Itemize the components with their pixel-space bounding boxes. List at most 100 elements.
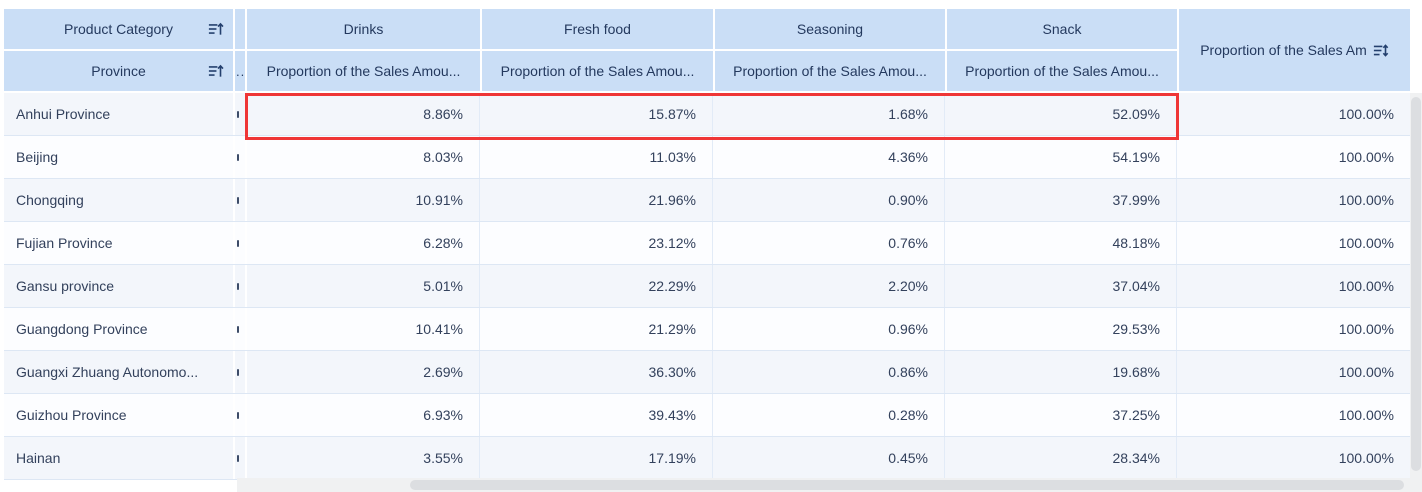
subheader-snack-proportion[interactable]: Proportion of the Sales Amou...	[945, 51, 1177, 91]
value-cell[interactable]: 19.68%	[945, 351, 1177, 393]
column-header-drinks[interactable]: Drinks	[245, 9, 480, 49]
collapsed-column-header-top[interactable]	[235, 9, 245, 49]
value-cell[interactable]: 5.01%	[247, 265, 480, 307]
value-cell[interactable]: 4.36%	[713, 136, 945, 178]
value-cell[interactable]: 8.03%	[247, 136, 480, 178]
sort-ascending-icon[interactable]	[207, 63, 224, 80]
header-divider	[233, 9, 235, 49]
vertical-scrollbar[interactable]	[1410, 93, 1422, 478]
value-cell[interactable]: 52.09%	[945, 93, 1177, 135]
total-value-cell[interactable]: 100.00%	[1177, 265, 1410, 307]
row-header-province[interactable]: Beijing	[4, 136, 233, 178]
clipped-text-marker	[237, 325, 239, 333]
collapsed-column-header[interactable]: ..	[235, 51, 245, 91]
value-cell[interactable]: 54.19%	[945, 136, 1177, 178]
value-cell[interactable]: 10.91%	[247, 179, 480, 221]
row-header-province[interactable]: Anhui Province	[4, 93, 233, 135]
table-row: Fujian Province 6.28% 23.12% 0.76% 48.18% 100…	[4, 222, 1410, 265]
collapsed-column-cell[interactable]	[235, 93, 245, 135]
collapsed-column-cell[interactable]	[235, 351, 245, 393]
column-header-label: Seasoning	[796, 21, 864, 37]
collapsed-column-cell[interactable]	[235, 437, 245, 479]
value-cell[interactable]: 21.96%	[480, 179, 713, 221]
value-cell[interactable]: 21.29%	[480, 308, 713, 350]
column-divider	[233, 308, 235, 350]
row-header-province[interactable]: Guangdong Province	[4, 308, 233, 350]
column-divider	[245, 265, 247, 307]
value-cell[interactable]: 0.86%	[713, 351, 945, 393]
column-divider	[233, 351, 235, 393]
horizontal-scrollbar[interactable]	[237, 478, 1422, 492]
column-header-seasoning[interactable]: Seasoning	[713, 9, 945, 49]
collapsed-column-cell[interactable]	[235, 136, 245, 178]
total-value-cell[interactable]: 100.00%	[1177, 437, 1410, 479]
value-cell[interactable]: 2.20%	[713, 265, 945, 307]
value-cell[interactable]: 0.76%	[713, 222, 945, 264]
total-value-cell[interactable]: 100.00%	[1177, 179, 1410, 221]
value-cell[interactable]: 48.18%	[945, 222, 1177, 264]
total-value-cell[interactable]: 100.00%	[1177, 394, 1410, 436]
value-cell[interactable]: 2.69%	[247, 351, 480, 393]
value-cell[interactable]: 17.19%	[480, 437, 713, 479]
value-cell[interactable]: 0.90%	[713, 179, 945, 221]
value-cell[interactable]: 37.25%	[945, 394, 1177, 436]
corner-header-product-category[interactable]: Product Category	[4, 9, 233, 49]
value-cell[interactable]: 8.86%	[247, 93, 480, 135]
value-cell[interactable]: 37.99%	[945, 179, 1177, 221]
value-cell[interactable]: 0.45%	[713, 437, 945, 479]
total-value-cell[interactable]: 100.00%	[1177, 351, 1410, 393]
value-cell[interactable]: 29.53%	[945, 308, 1177, 350]
column-divider	[245, 394, 247, 436]
subheader-label: Proportion of the Sales Amou...	[965, 63, 1159, 79]
value-cell[interactable]: 11.03%	[480, 136, 713, 178]
value-cell[interactable]: 6.93%	[247, 394, 480, 436]
value-cell[interactable]: 39.43%	[480, 394, 713, 436]
row-header-province[interactable]: Fujian Province	[4, 222, 233, 264]
collapsed-column-cell[interactable]	[235, 222, 245, 264]
value-cell[interactable]: 28.34%	[945, 437, 1177, 479]
collapsed-column-cell[interactable]	[235, 308, 245, 350]
column-divider	[245, 179, 247, 221]
collapsed-column-cell[interactable]	[235, 179, 245, 221]
table-row: Guizhou Province 6.93% 39.43% 0.28% 37.25% 10…	[4, 394, 1410, 437]
sort-ascending-icon[interactable]	[207, 21, 224, 38]
column-divider	[245, 222, 247, 264]
table-row: Anhui Province 8.86% 15.87% 1.68% 52.09% 100.…	[4, 93, 1410, 136]
total-value-cell[interactable]: 100.00%	[1177, 136, 1410, 178]
value-cell[interactable]: 15.87%	[480, 93, 713, 135]
column-divider	[245, 136, 247, 178]
value-cell[interactable]: 37.04%	[945, 265, 1177, 307]
row-header-province[interactable]: Hainan	[4, 437, 233, 479]
row-header-province[interactable]: Chongqing	[4, 179, 233, 221]
collapsed-column-cell[interactable]	[235, 265, 245, 307]
subheader-fresh-food-proportion[interactable]: Proportion of the Sales Amou...	[480, 51, 713, 91]
column-header-total-proportion[interactable]: Proportion of the Sales Am	[1177, 9, 1410, 91]
subheader-seasoning-proportion[interactable]: Proportion of the Sales Amou...	[713, 51, 945, 91]
value-cell[interactable]: 23.12%	[480, 222, 713, 264]
total-value-cell[interactable]: 100.00%	[1177, 93, 1410, 135]
collapsed-column-cell[interactable]	[235, 394, 245, 436]
subheader-label: Proportion of the Sales Amou...	[500, 63, 695, 79]
value-cell[interactable]: 1.68%	[713, 93, 945, 135]
value-cell[interactable]: 36.30%	[480, 351, 713, 393]
value-cell[interactable]: 6.28%	[247, 222, 480, 264]
total-value-cell[interactable]: 100.00%	[1177, 222, 1410, 264]
value-cell[interactable]: 10.41%	[247, 308, 480, 350]
horizontal-scrollbar-thumb[interactable]	[410, 480, 1404, 490]
value-cell[interactable]: 3.55%	[247, 437, 480, 479]
row-header-province[interactable]: Guizhou Province	[4, 394, 233, 436]
vertical-scrollbar-thumb[interactable]	[1411, 97, 1421, 471]
value-cell[interactable]: 0.28%	[713, 394, 945, 436]
clipped-text-marker	[237, 454, 239, 462]
total-value-cell[interactable]: 100.00%	[1177, 308, 1410, 350]
corner-header-province[interactable]: Province	[4, 51, 233, 91]
sort-updown-icon[interactable]	[1372, 42, 1389, 59]
row-header-province[interactable]: Guangxi Zhuang Autonomo...	[4, 351, 233, 393]
value-cell[interactable]: 0.96%	[713, 308, 945, 350]
column-header-fresh-food[interactable]: Fresh food	[480, 9, 713, 49]
column-header-snack[interactable]: Snack	[945, 9, 1177, 49]
subheader-drinks-proportion[interactable]: Proportion of the Sales Amou...	[245, 51, 480, 91]
value-cell[interactable]: 22.29%	[480, 265, 713, 307]
row-header-province[interactable]: Gansu province	[4, 265, 233, 307]
table-body: Anhui Province 8.86% 15.87% 1.68% 52.09% 100.…	[4, 93, 1410, 480]
